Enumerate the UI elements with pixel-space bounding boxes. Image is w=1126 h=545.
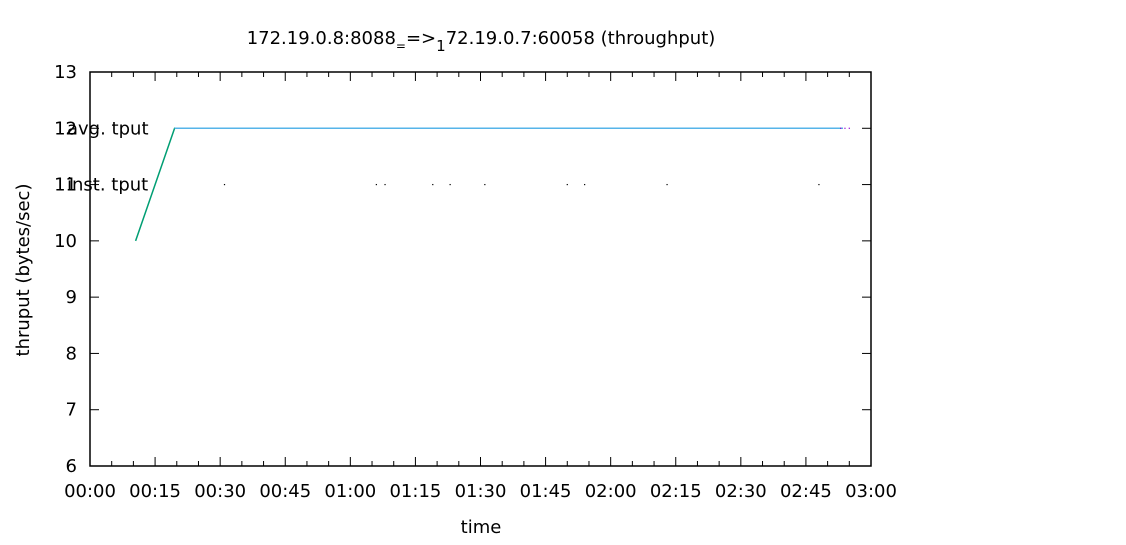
chart-title-part-a: 172.19.0.8:8088 — [247, 28, 396, 49]
y-tick-label: 10 — [54, 231, 77, 252]
x-tick-label: 00:45 — [259, 481, 311, 502]
chart-title-sub-2: 1 — [436, 37, 446, 55]
x-tick-label: 02:00 — [585, 481, 637, 502]
series-point-2 — [666, 183, 668, 186]
series-point-2 — [375, 183, 377, 186]
x-axis: 00:00 00:15 00:30 00:45 01:00 01:15 01:30 01:45… — [64, 72, 897, 502]
y-tick-label: 13 — [54, 62, 77, 83]
series-point-3 — [844, 127, 846, 129]
x-tick-label: 01:15 — [389, 481, 441, 502]
series-line-0 — [134, 127, 843, 242]
chart-title-part-b: => — [406, 28, 436, 49]
y-tick-label: 9 — [66, 287, 77, 308]
series-layer — [134, 127, 850, 242]
annotation-label: inst. tput — [67, 175, 148, 196]
series-point-2 — [818, 183, 820, 186]
y-tick-label: 12 — [54, 118, 77, 139]
x-tick-label: 00:00 — [64, 481, 116, 502]
y-axis-label: thruput (bytes/sec) — [13, 184, 34, 357]
series-point-2 — [484, 183, 486, 186]
y-tick-label: 8 — [66, 343, 77, 364]
chart-title-part-c: 72.19.0.7:60058 (throughput) — [446, 28, 716, 49]
y-tick-label: 7 — [66, 400, 77, 421]
y-axis: 6 7 8 9 10 11 12 13 — [54, 62, 871, 477]
plot-frame — [89, 71, 872, 467]
x-tick-label: 01:30 — [455, 481, 507, 502]
annotation-label: avg. tput — [67, 118, 149, 139]
series-point-3 — [840, 127, 842, 129]
annotation-layer: avg. tput inst. tput — [67, 118, 149, 195]
x-axis-label: time — [461, 517, 502, 538]
x-tick-label: 00:15 — [129, 481, 181, 502]
x-tick-label: 02:45 — [780, 481, 832, 502]
x-tick-label: 02:30 — [715, 481, 767, 502]
x-tick-label: 00:30 — [194, 481, 246, 502]
series-point-2 — [384, 183, 386, 186]
x-tick-label: 03:00 — [845, 481, 897, 502]
x-tick-label: 02:15 — [650, 481, 702, 502]
series-point-3 — [848, 127, 850, 129]
series-point-2 — [584, 183, 586, 186]
chart-title: 172.19.0.8:8088==>172.19.0.7:60058 (thro… — [247, 28, 716, 55]
chart-title-sub-1: = — [396, 39, 406, 53]
series-point-2 — [566, 183, 568, 186]
x-tick-label: 01:45 — [520, 481, 572, 502]
y-tick-label: 11 — [54, 175, 77, 196]
series-point-2 — [449, 183, 451, 186]
y-tick-label: 6 — [66, 456, 77, 477]
series-point-2 — [432, 183, 434, 186]
series-point-2 — [223, 183, 226, 186]
x-tick-label: 01:00 — [324, 481, 376, 502]
plot-border — [89, 71, 872, 467]
